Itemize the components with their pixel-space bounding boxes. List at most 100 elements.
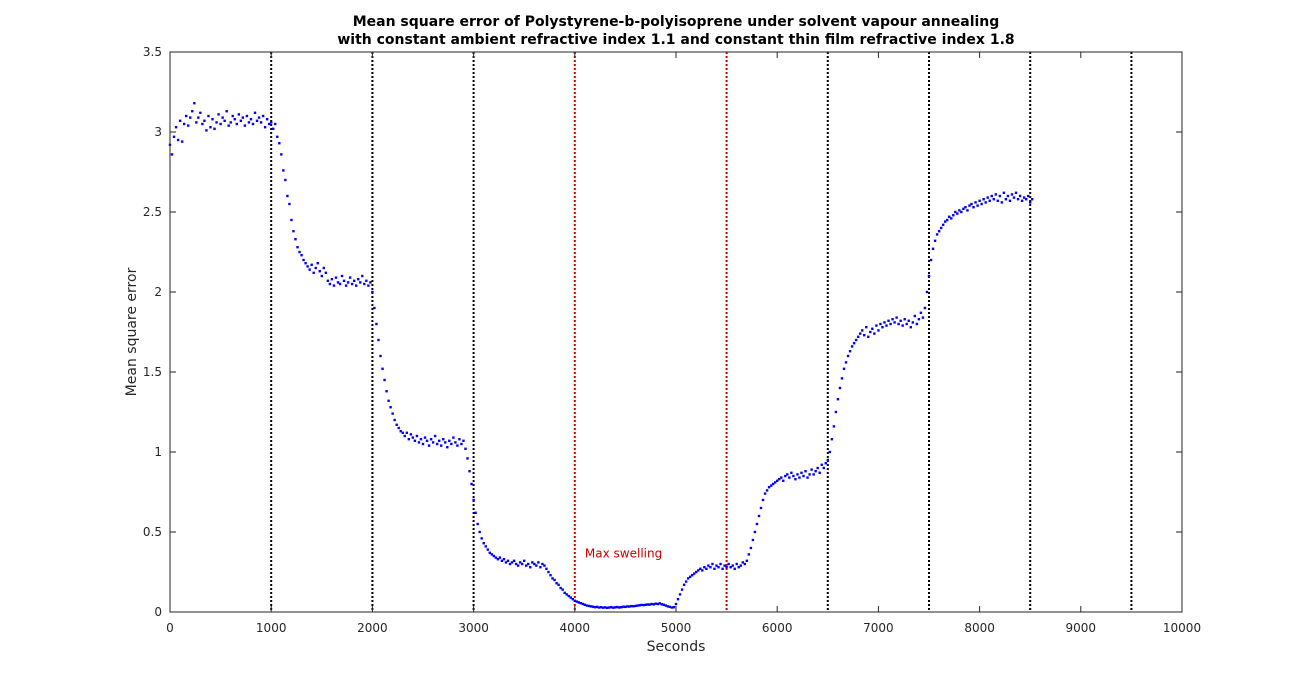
data-point: [504, 561, 508, 564]
data-point: [203, 119, 206, 122]
data-point: [174, 126, 178, 129]
data-point: [450, 442, 453, 446]
annotations: Max swelling: [585, 547, 662, 561]
data-point: [958, 209, 961, 212]
data-point: [854, 338, 858, 342]
data-point: [622, 605, 625, 608]
data-point: [972, 206, 975, 209]
data-point: [399, 430, 402, 433]
data-point: [211, 118, 214, 121]
data-point: [369, 281, 372, 284]
data-point: [294, 238, 297, 241]
chart-title-line-2: with constant ambient refractive index 1…: [337, 32, 1014, 48]
data-point: [1022, 196, 1026, 199]
data-point: [221, 116, 224, 119]
data-point: [320, 274, 323, 278]
data-point: [265, 118, 269, 121]
x-axis-label: Seconds: [647, 639, 706, 655]
data-point: [559, 586, 562, 590]
x-tick-label: 8000: [964, 621, 995, 635]
data-point: [579, 602, 583, 605]
data-point: [733, 567, 736, 570]
data-point: [278, 142, 281, 145]
data-point: [338, 282, 342, 286]
data-point: [340, 274, 344, 278]
data-point: [547, 570, 550, 574]
data-point: [618, 606, 621, 609]
data-point: [852, 342, 856, 345]
data-point: [1006, 194, 1010, 198]
data-point: [830, 438, 834, 441]
data-point: [856, 335, 860, 338]
data-point: [421, 442, 425, 446]
data-point: [304, 262, 307, 265]
data-point: [476, 522, 479, 526]
data-point: [409, 433, 413, 436]
data-point: [927, 274, 931, 278]
data-point: [937, 230, 941, 233]
data-point: [1012, 196, 1016, 199]
data-point: [883, 321, 886, 324]
data-point: [966, 209, 969, 212]
data-point: [792, 474, 795, 478]
data-point: [599, 606, 603, 609]
data-point: [962, 207, 965, 210]
data-point: [537, 561, 540, 564]
data-point: [614, 606, 617, 609]
data-point: [597, 606, 601, 609]
data-point: [713, 567, 716, 570]
data-point: [624, 605, 627, 609]
data-point: [871, 327, 874, 330]
data-point: [573, 599, 576, 602]
data-point: [527, 562, 530, 566]
data-point: [423, 436, 427, 439]
data-point: [336, 281, 340, 284]
data-point: [1026, 194, 1030, 198]
data-point: [178, 119, 182, 122]
data-point: [761, 498, 765, 502]
data-point: [460, 442, 463, 446]
data-point: [557, 583, 560, 586]
data-point: [308, 268, 311, 271]
data-point: [660, 603, 664, 606]
data-point: [253, 111, 257, 114]
data-point: [652, 603, 655, 606]
data-point: [976, 204, 979, 207]
data-point: [482, 542, 485, 545]
data-point: [952, 214, 955, 217]
data-point: [259, 121, 263, 124]
data-point: [237, 113, 241, 116]
data-point: [539, 566, 542, 569]
data-point: [217, 113, 220, 116]
data-point: [674, 602, 678, 606]
data-point: [233, 118, 236, 121]
data-point: [591, 605, 595, 608]
data-point: [180, 140, 184, 143]
data-point: [310, 263, 313, 266]
data-point: [496, 558, 500, 561]
data-point: [344, 284, 348, 287]
data-point: [891, 318, 894, 321]
data-point: [510, 561, 514, 564]
data-point: [518, 561, 522, 564]
data-point: [925, 290, 929, 294]
data-point: [247, 121, 251, 124]
data-point: [575, 600, 579, 603]
data-point: [690, 574, 694, 577]
data-point: [464, 447, 467, 450]
data-point: [990, 194, 993, 198]
data-point: [193, 102, 196, 105]
data-point: [373, 306, 376, 310]
data-point: [666, 605, 670, 608]
data-point: [381, 367, 384, 370]
data-point: [314, 266, 317, 270]
data-point: [533, 562, 536, 566]
data-point: [498, 556, 502, 559]
data-point: [263, 126, 267, 129]
data-point: [828, 450, 832, 454]
data-point: [514, 562, 518, 566]
data-point: [595, 605, 599, 609]
data-point: [480, 537, 483, 540]
data-point: [488, 551, 491, 554]
data-point: [788, 476, 791, 479]
